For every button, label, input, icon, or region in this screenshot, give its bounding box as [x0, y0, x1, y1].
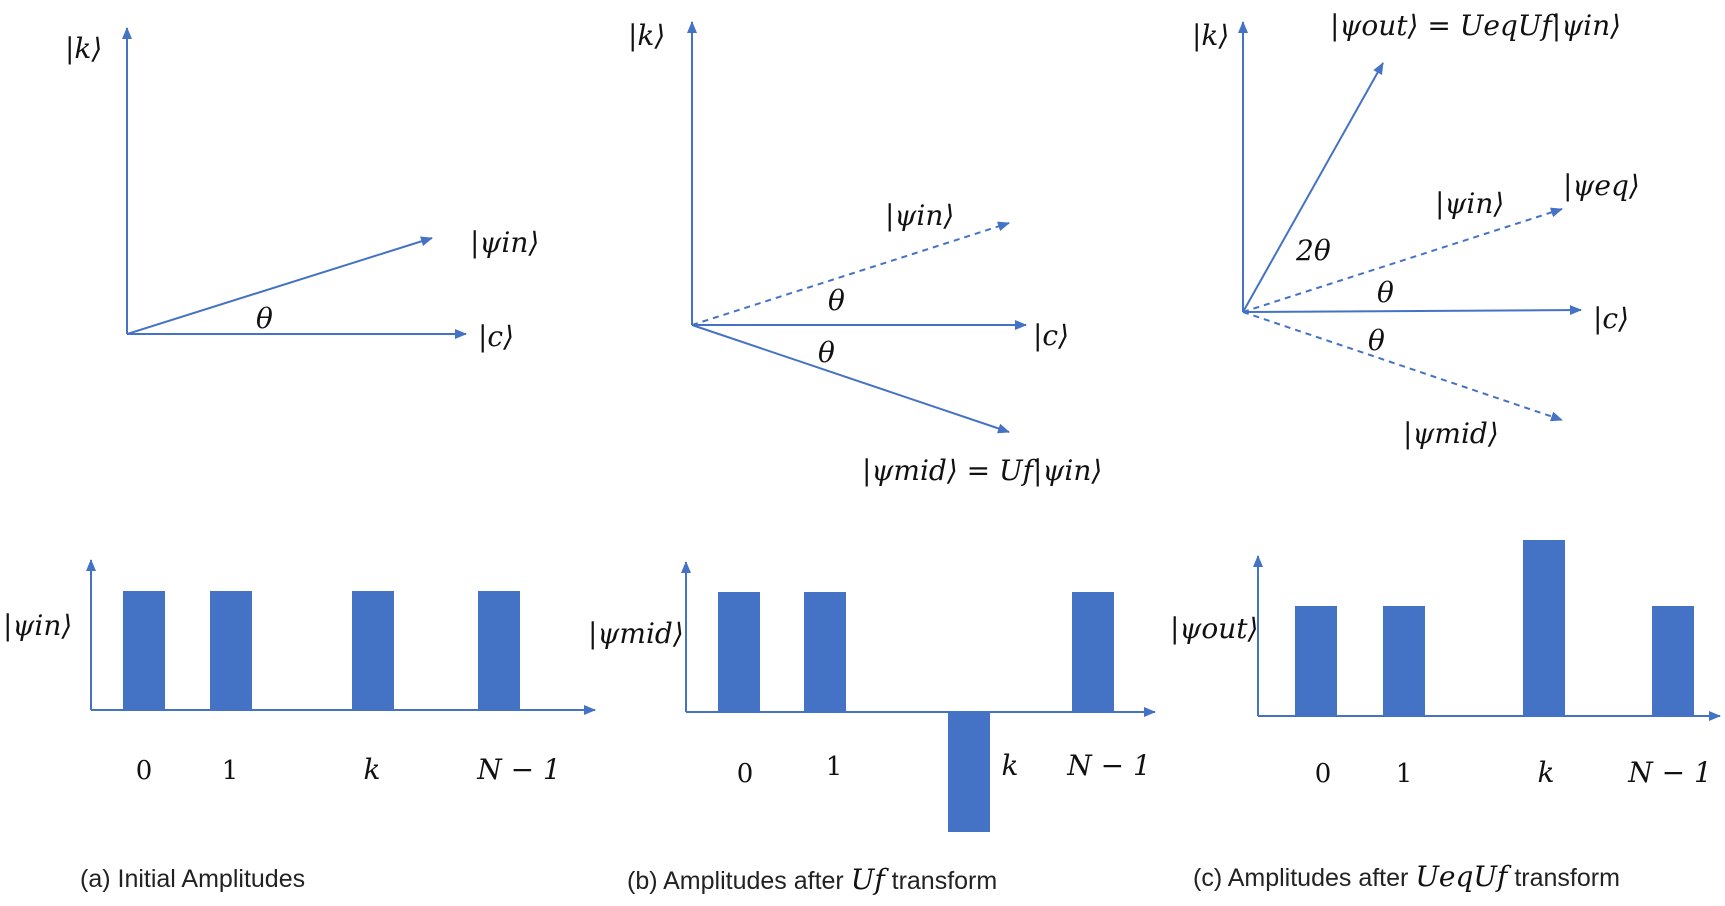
panel-a-bar-chart: |ψin⟩ 0 1 k N − 1 (a) Initial Amplitudes [3, 559, 596, 893]
bar-a-1 [210, 591, 252, 710]
tick-c-n-minus-1: N − 1 [1627, 756, 1712, 789]
panel-a-vectors: |k⟩ |ψin⟩ |c⟩ θ [65, 27, 539, 353]
panel-b-vectors: |k⟩ |ψin⟩ |c⟩ θ θ |ψmid⟩ = Uf|ψin⟩ [628, 19, 1102, 487]
tick-a-0: 0 [136, 756, 153, 786]
panel-b-psi-in-label: |ψin⟩ [885, 199, 954, 232]
panel-c-psi-out-equation: |ψout⟩ = UeqUf|ψin⟩ [1330, 9, 1621, 42]
panel-c-psi-mid-label: |ψmid⟩ [1403, 417, 1499, 450]
tick-a-1: 1 [222, 756, 239, 786]
bar-b-n-minus-1 [1072, 592, 1114, 712]
panel-a-theta-label: θ [256, 302, 273, 335]
tick-b-0: 0 [737, 759, 754, 789]
panel-b-psi-mid-equation: |ψmid⟩ = Uf|ψin⟩ [862, 454, 1102, 487]
panel-c-psi-out-vector [1242, 62, 1384, 313]
bar-a-k [352, 591, 394, 710]
panel-c-psi-mid-vector [1242, 311, 1563, 422]
panel-c-psi-in-label: |ψin⟩ [1435, 187, 1504, 220]
panel-b-psi-mid-vector [691, 324, 1010, 434]
panel-c-bar-chart: |ψout⟩ 0 1 k N − 1 (c) Amplitudes after … [1170, 540, 1721, 893]
panel-c-caption: (c) Amplitudes after UeqUf transform [1193, 860, 1620, 893]
panel-c-psi-eq-label: |ψeq⟩ [1563, 169, 1640, 202]
tick-b-1: 1 [826, 752, 843, 782]
panel-a-k-label: |k⟩ [65, 32, 102, 65]
panel-b-theta-lower: θ [818, 336, 835, 369]
panel-a-bars-psi-label: |ψin⟩ [3, 609, 72, 642]
panel-c-c-label: |c⟩ [1593, 302, 1629, 335]
panel-a-caption: (a) Initial Amplitudes [80, 865, 305, 893]
panel-c-psi-in-vector [1242, 207, 1563, 313]
bar-c-0 [1295, 606, 1337, 716]
panel-b-caption: (b) Amplitudes after Uf transform [627, 863, 997, 896]
tick-b-k: k [1002, 749, 1019, 782]
bar-c-1 [1383, 606, 1425, 716]
bar-c-n-minus-1 [1652, 606, 1694, 716]
panel-c-c-axis [1242, 305, 1582, 316]
panel-a-psi-in-label: |ψin⟩ [470, 226, 539, 259]
tick-c-k: k [1538, 756, 1555, 789]
panel-a-c-label: |c⟩ [478, 320, 514, 353]
bar-c-k [1523, 540, 1565, 716]
panel-b-bar-chart: |ψmid⟩ 0 1 k N − 1 (b) Amplitudes after … [588, 561, 1156, 896]
tick-a-n-minus-1: N − 1 [476, 753, 561, 786]
bar-b-0 [718, 592, 760, 712]
tick-c-0: 0 [1315, 759, 1332, 789]
panel-b-psi-in-vector [691, 221, 1010, 326]
bar-a-0 [123, 591, 165, 710]
bar-b-1 [804, 592, 846, 712]
panel-c-theta-lower: θ [1368, 324, 1385, 357]
panel-b-c-label: |c⟩ [1033, 319, 1069, 352]
bar-a-n-minus-1 [478, 591, 520, 710]
bar-b-k [948, 712, 990, 832]
panel-c-vectors: |k⟩ |ψout⟩ = UeqUf|ψin⟩ |ψeq⟩ |ψin⟩ 2θ θ… [1192, 9, 1640, 450]
tick-a-k: k [364, 753, 381, 786]
tick-c-1: 1 [1396, 759, 1413, 789]
panel-c-k-label: |k⟩ [1192, 19, 1229, 52]
panel-c-two-theta-label: 2θ [1295, 234, 1331, 267]
panel-b-bars-psi-label: |ψmid⟩ [588, 617, 684, 650]
panel-b-theta-upper: θ [828, 284, 845, 317]
panel-b-k-label: |k⟩ [628, 19, 665, 52]
panel-c-bars-psi-label: |ψout⟩ [1170, 612, 1258, 645]
panel-c-theta-upper: θ [1377, 276, 1394, 309]
panel-a-psi-in-vector [126, 236, 433, 335]
tick-b-n-minus-1: N − 1 [1066, 749, 1151, 782]
